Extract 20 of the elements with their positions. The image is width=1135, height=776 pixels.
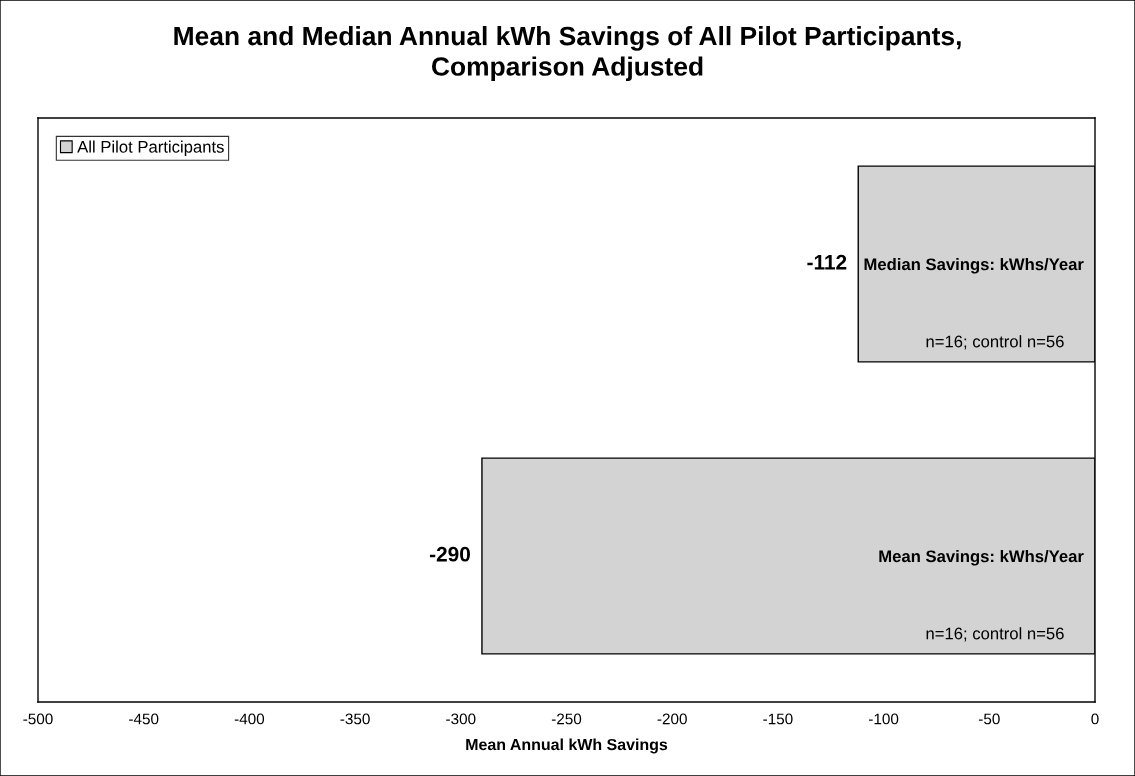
x-axis-title: Mean Annual kWh Savings — [466, 738, 668, 754]
chart-title: Mean and Median Annual kWh Savings of All Pilot Participants, Comparison Adjusted — [174, 26, 961, 82]
x-tick-label: -450 — [129, 713, 159, 725]
x-tick-label: -50 — [978, 713, 1000, 725]
y-tick-label: Mean Savings: kWhs/Year — [879, 549, 1084, 566]
data-label: -290 — [429, 546, 470, 562]
x-tick-label: -100 — [868, 713, 899, 725]
x-tick-label: -500 — [23, 713, 53, 725]
y-tick-label: Median Savings: kWhs/Year — [864, 257, 1084, 274]
x-tick-label: -350 — [340, 713, 370, 725]
legend-label: All Pilot Participants — [77, 140, 224, 157]
x-tick-label: -200 — [657, 713, 687, 725]
annotation: n=16; control n=56 — [926, 627, 1064, 642]
x-tick-label: -150 — [763, 713, 793, 725]
x-tick-label: -250 — [551, 713, 582, 725]
x-tick-label: -400 — [234, 713, 265, 725]
x-tick-label: -300 — [446, 713, 476, 725]
data-label: -112 — [807, 254, 847, 270]
x-tick-label: 0 — [1091, 713, 1099, 725]
annotation: n=16; control n=56 — [926, 335, 1064, 350]
